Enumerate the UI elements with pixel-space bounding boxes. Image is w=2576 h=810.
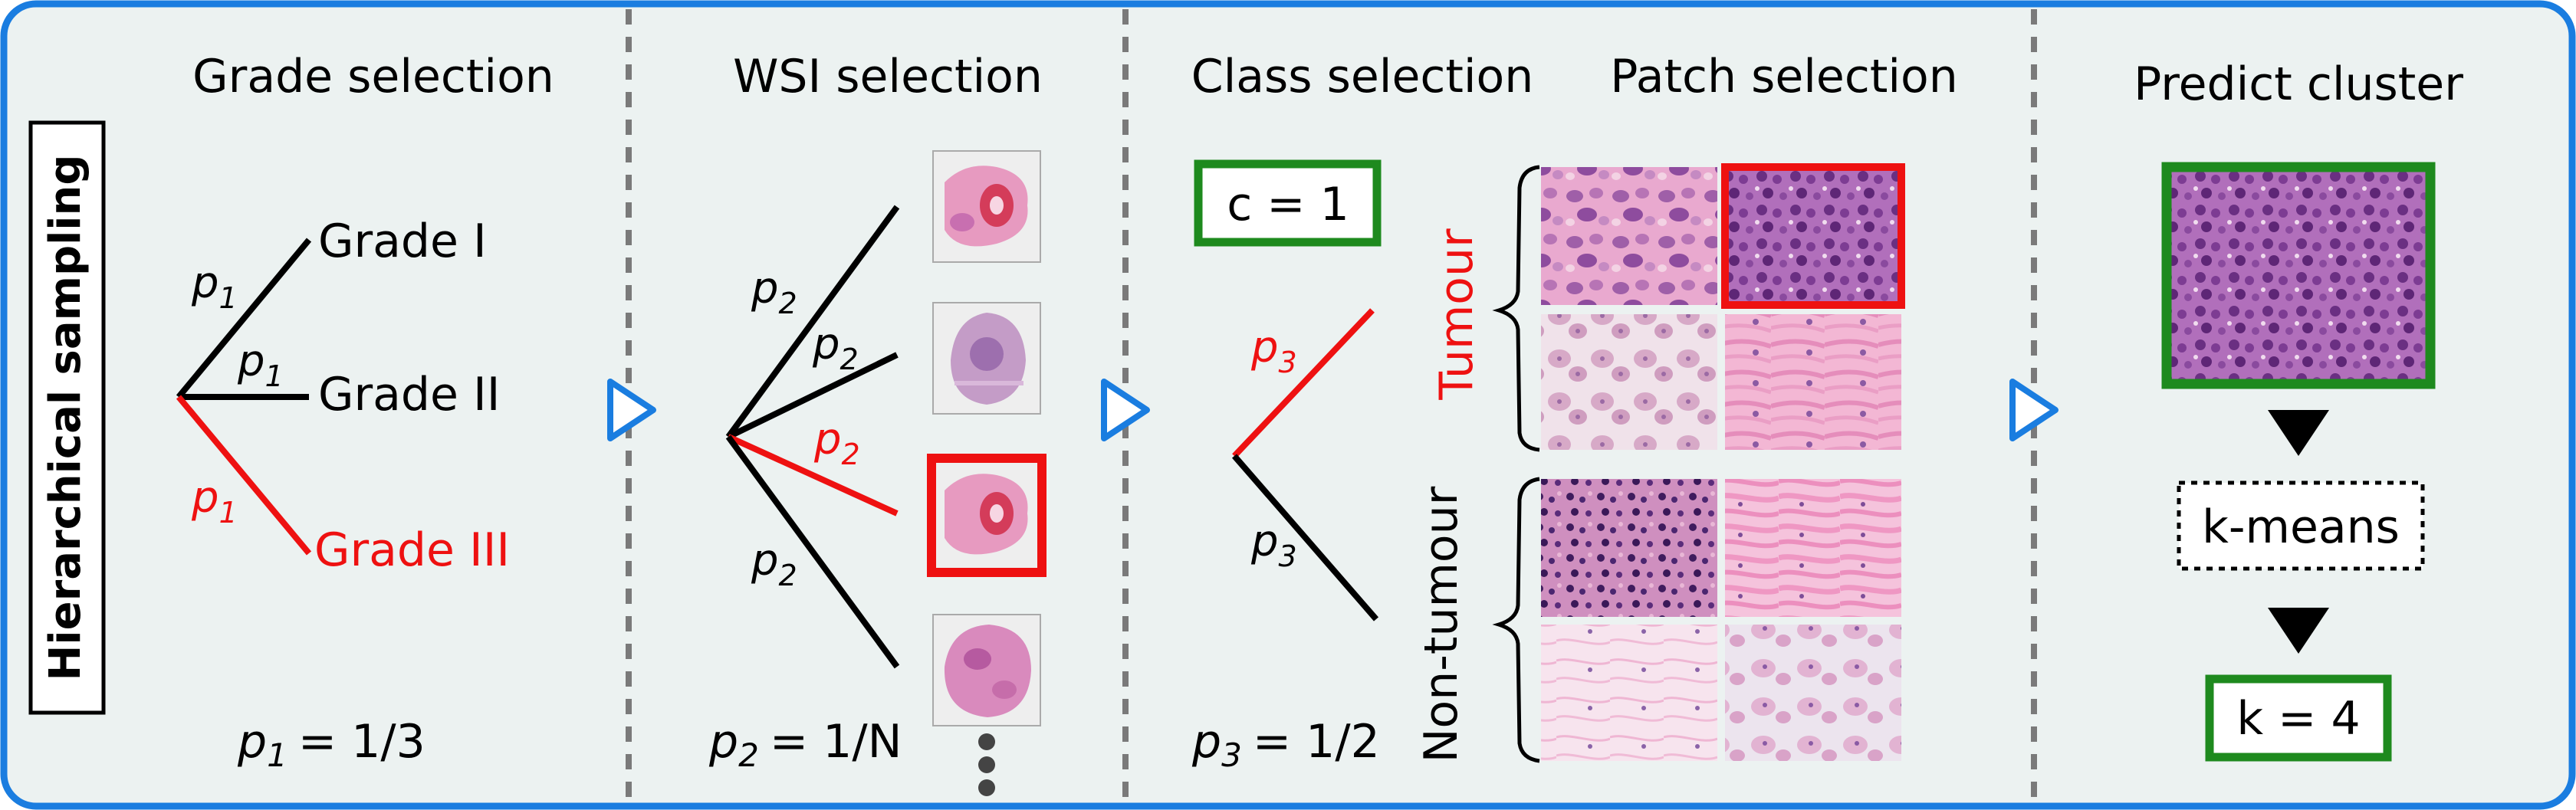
down-arrow-2 bbox=[2268, 608, 2329, 654]
wsi-thumbnail-3-selected bbox=[927, 454, 1046, 577]
class-prob-label-non-tumour: p3 bbox=[1250, 516, 1297, 573]
wsi-branch-1 bbox=[725, 205, 900, 439]
side-label: Hierarchical sampling bbox=[28, 120, 106, 715]
patch-tumour-4 bbox=[1725, 314, 1901, 450]
wsi-selection-title: WSI selection bbox=[733, 50, 1043, 103]
grade-branch-1 bbox=[176, 238, 312, 399]
patch-tumour-2-selected bbox=[1721, 163, 1905, 309]
cluster-result-label: k = 4 bbox=[2236, 692, 2360, 746]
wsi-branch-4 bbox=[725, 435, 900, 669]
patch-non-tumour-3 bbox=[1541, 625, 1717, 761]
predict-cluster-title: Predict cluster bbox=[2134, 57, 2463, 111]
group-label-tumour: Tumour bbox=[1430, 228, 1484, 401]
wsi-thumbnail-2 bbox=[932, 302, 1041, 415]
wsi-prob-label-1: p2 bbox=[751, 264, 797, 320]
grade-branch-3 bbox=[176, 395, 312, 556]
patch-tumour-1 bbox=[1541, 167, 1717, 305]
wsi-branch-3 bbox=[727, 434, 899, 516]
wsi-formula: p2 = 1/N bbox=[708, 715, 902, 774]
wsi-prob-label-2: p2 bbox=[812, 320, 859, 376]
wsi-prob-label-3: p2 bbox=[813, 415, 860, 471]
kmeans-box bbox=[2177, 480, 2425, 571]
wsi-prob-label-4: p2 bbox=[751, 536, 797, 592]
patch-tumour-3 bbox=[1541, 314, 1717, 450]
side-label-text: Hierarchical sampling bbox=[41, 155, 90, 681]
grade-label-1: Grade I bbox=[318, 215, 487, 268]
class-selected-box-label: c = 1 bbox=[1227, 178, 1349, 231]
grade-label-2: Grade II bbox=[318, 368, 500, 421]
wsi-thumbnail-4 bbox=[932, 614, 1041, 726]
flow-arrow-3 bbox=[2009, 379, 2058, 441]
down-arrow-1 bbox=[2268, 410, 2329, 456]
wsi-branch-2 bbox=[727, 352, 899, 440]
patch-non-tumour-4 bbox=[1725, 625, 1901, 761]
more-wsi-ellipsis bbox=[978, 733, 995, 796]
grade-formula: p1 = 1/3 bbox=[237, 715, 426, 774]
class-branch-tumour bbox=[1232, 308, 1375, 458]
class-formula: p3 = 1/2 bbox=[1191, 715, 1380, 774]
patch-non-tumour-2 bbox=[1725, 479, 1901, 617]
patch-selection-title: Patch selection bbox=[1610, 50, 1958, 103]
group-label-non-tumour: Non-tumour bbox=[1414, 486, 1468, 762]
grade-prob-label-1: p1 bbox=[191, 258, 238, 315]
predicted-patch bbox=[2161, 162, 2436, 389]
grade-prob-label-3: p1 bbox=[191, 473, 238, 530]
class-selected-box bbox=[1194, 159, 1382, 247]
class-prob-label-tumour: p3 bbox=[1250, 323, 1297, 379]
flow-arrow-1 bbox=[607, 379, 656, 441]
kmeans-label: k-means bbox=[2202, 500, 2400, 554]
cluster-result-box bbox=[2205, 674, 2392, 762]
flow-arrow-2 bbox=[1101, 379, 1150, 441]
grade-label-3: Grade III bbox=[314, 523, 510, 577]
class-selection-title: Class selection bbox=[1191, 50, 1534, 103]
wsi-thumbnail-1 bbox=[932, 150, 1041, 263]
patch-non-tumour-1 bbox=[1541, 479, 1717, 617]
brace-non-tumour bbox=[1492, 477, 1540, 763]
class-branch-non-tumour bbox=[1231, 454, 1379, 621]
grade-prob-label-2: p1 bbox=[237, 336, 284, 393]
grade-selection-title: Grade selection bbox=[192, 50, 554, 103]
brace-tumour bbox=[1492, 165, 1540, 452]
